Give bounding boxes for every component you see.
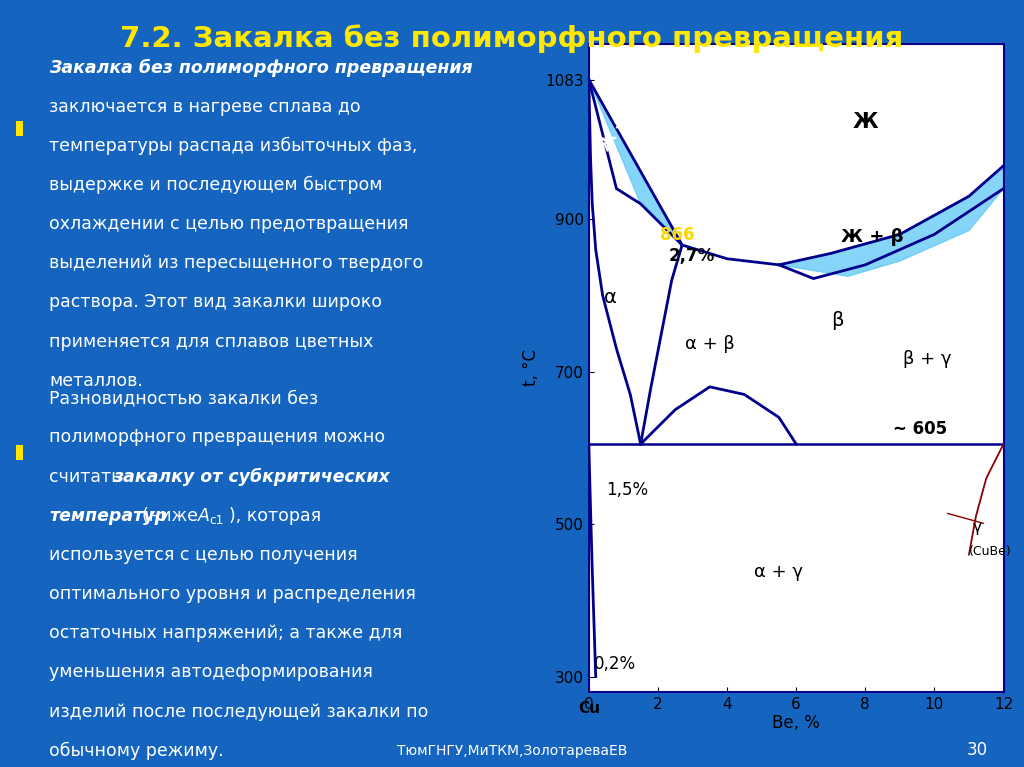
Text: Разновидностью закалки без: Разновидностью закалки без [49, 390, 318, 407]
Text: (CuBe): (CuBe) [969, 545, 1012, 558]
X-axis label: Be, %: Be, % [772, 715, 820, 732]
Text: выделений из пересыщенного твердого: выделений из пересыщенного твердого [49, 255, 423, 272]
Text: 30: 30 [967, 742, 988, 759]
Text: Закалка без полиморфного превращения: Закалка без полиморфного превращения [49, 58, 472, 77]
Text: β + γ: β + γ [903, 350, 951, 368]
Text: оптимального уровня и распределения: оптимального уровня и распределения [49, 585, 416, 603]
Text: α + β: α + β [685, 334, 734, 353]
Text: считать: считать [49, 468, 127, 486]
Text: закалку от субкритических: закалку от субкритических [113, 468, 389, 486]
Text: ~ 605: ~ 605 [893, 420, 947, 438]
Y-axis label: t, °C: t, °C [522, 349, 540, 387]
Text: ), которая: ), которая [228, 507, 321, 525]
Text: полиморфного превращения можно: полиморфного превращения можно [49, 429, 385, 446]
Text: Ж: Ж [852, 111, 879, 132]
Text: β: β [830, 311, 843, 330]
Text: Ж + β: Ж + β [841, 228, 903, 246]
Text: ТюмГНГУ,МиТКМ,ЗолотареваЕВ: ТюмГНГУ,МиТКМ,ЗолотареваЕВ [397, 745, 627, 759]
Text: металлов.: металлов. [49, 372, 142, 390]
Text: 0,2%: 0,2% [594, 655, 636, 673]
FancyBboxPatch shape [15, 121, 24, 137]
FancyBboxPatch shape [15, 446, 24, 460]
Text: 2,7%: 2,7% [669, 247, 715, 265]
Text: раствора. Этот вид закалки широко: раствора. Этот вид закалки широко [49, 294, 382, 311]
Text: применяется для сплавов цветных: применяется для сплавов цветных [49, 333, 374, 351]
Text: обычному режиму.: обычному режиму. [49, 742, 223, 760]
Text: (ниже: (ниже [142, 507, 204, 525]
Text: 1,5%: 1,5% [606, 481, 648, 499]
Text: заключается в нагреве сплава до: заключается в нагреве сплава до [49, 97, 360, 116]
Text: γ: γ [973, 520, 981, 535]
Text: изделий после последующей закалки по: изделий после последующей закалки по [49, 703, 428, 720]
Polygon shape [589, 80, 682, 245]
Text: 7.2. Закалка без полиморфного превращения: 7.2. Закалка без полиморфного превращени… [121, 25, 903, 53]
Text: A: A [199, 507, 210, 525]
Text: температуры распада избыточных фаз,: температуры распада избыточных фаз, [49, 137, 418, 155]
Text: 866: 866 [659, 226, 694, 245]
Text: c1: c1 [209, 514, 223, 526]
Text: температур: температур [49, 507, 167, 525]
Text: остаточных напряжений; а также для: остаточных напряжений; а также для [49, 624, 402, 642]
Text: α + γ: α + γ [755, 564, 804, 581]
Text: используется с целью получения: используется с целью получения [49, 546, 357, 564]
Text: уменьшения автодеформирования: уменьшения автодеформирования [49, 663, 373, 681]
Text: выдержке и последующем быстром: выдержке и последующем быстром [49, 176, 382, 194]
Text: α: α [604, 288, 617, 307]
Polygon shape [779, 166, 1004, 276]
Text: Cu: Cu [578, 701, 600, 716]
Text: Ж + α: Ж + α [598, 101, 638, 153]
Text: охлаждении с целью предотвращения: охлаждении с целью предотвращения [49, 216, 409, 233]
